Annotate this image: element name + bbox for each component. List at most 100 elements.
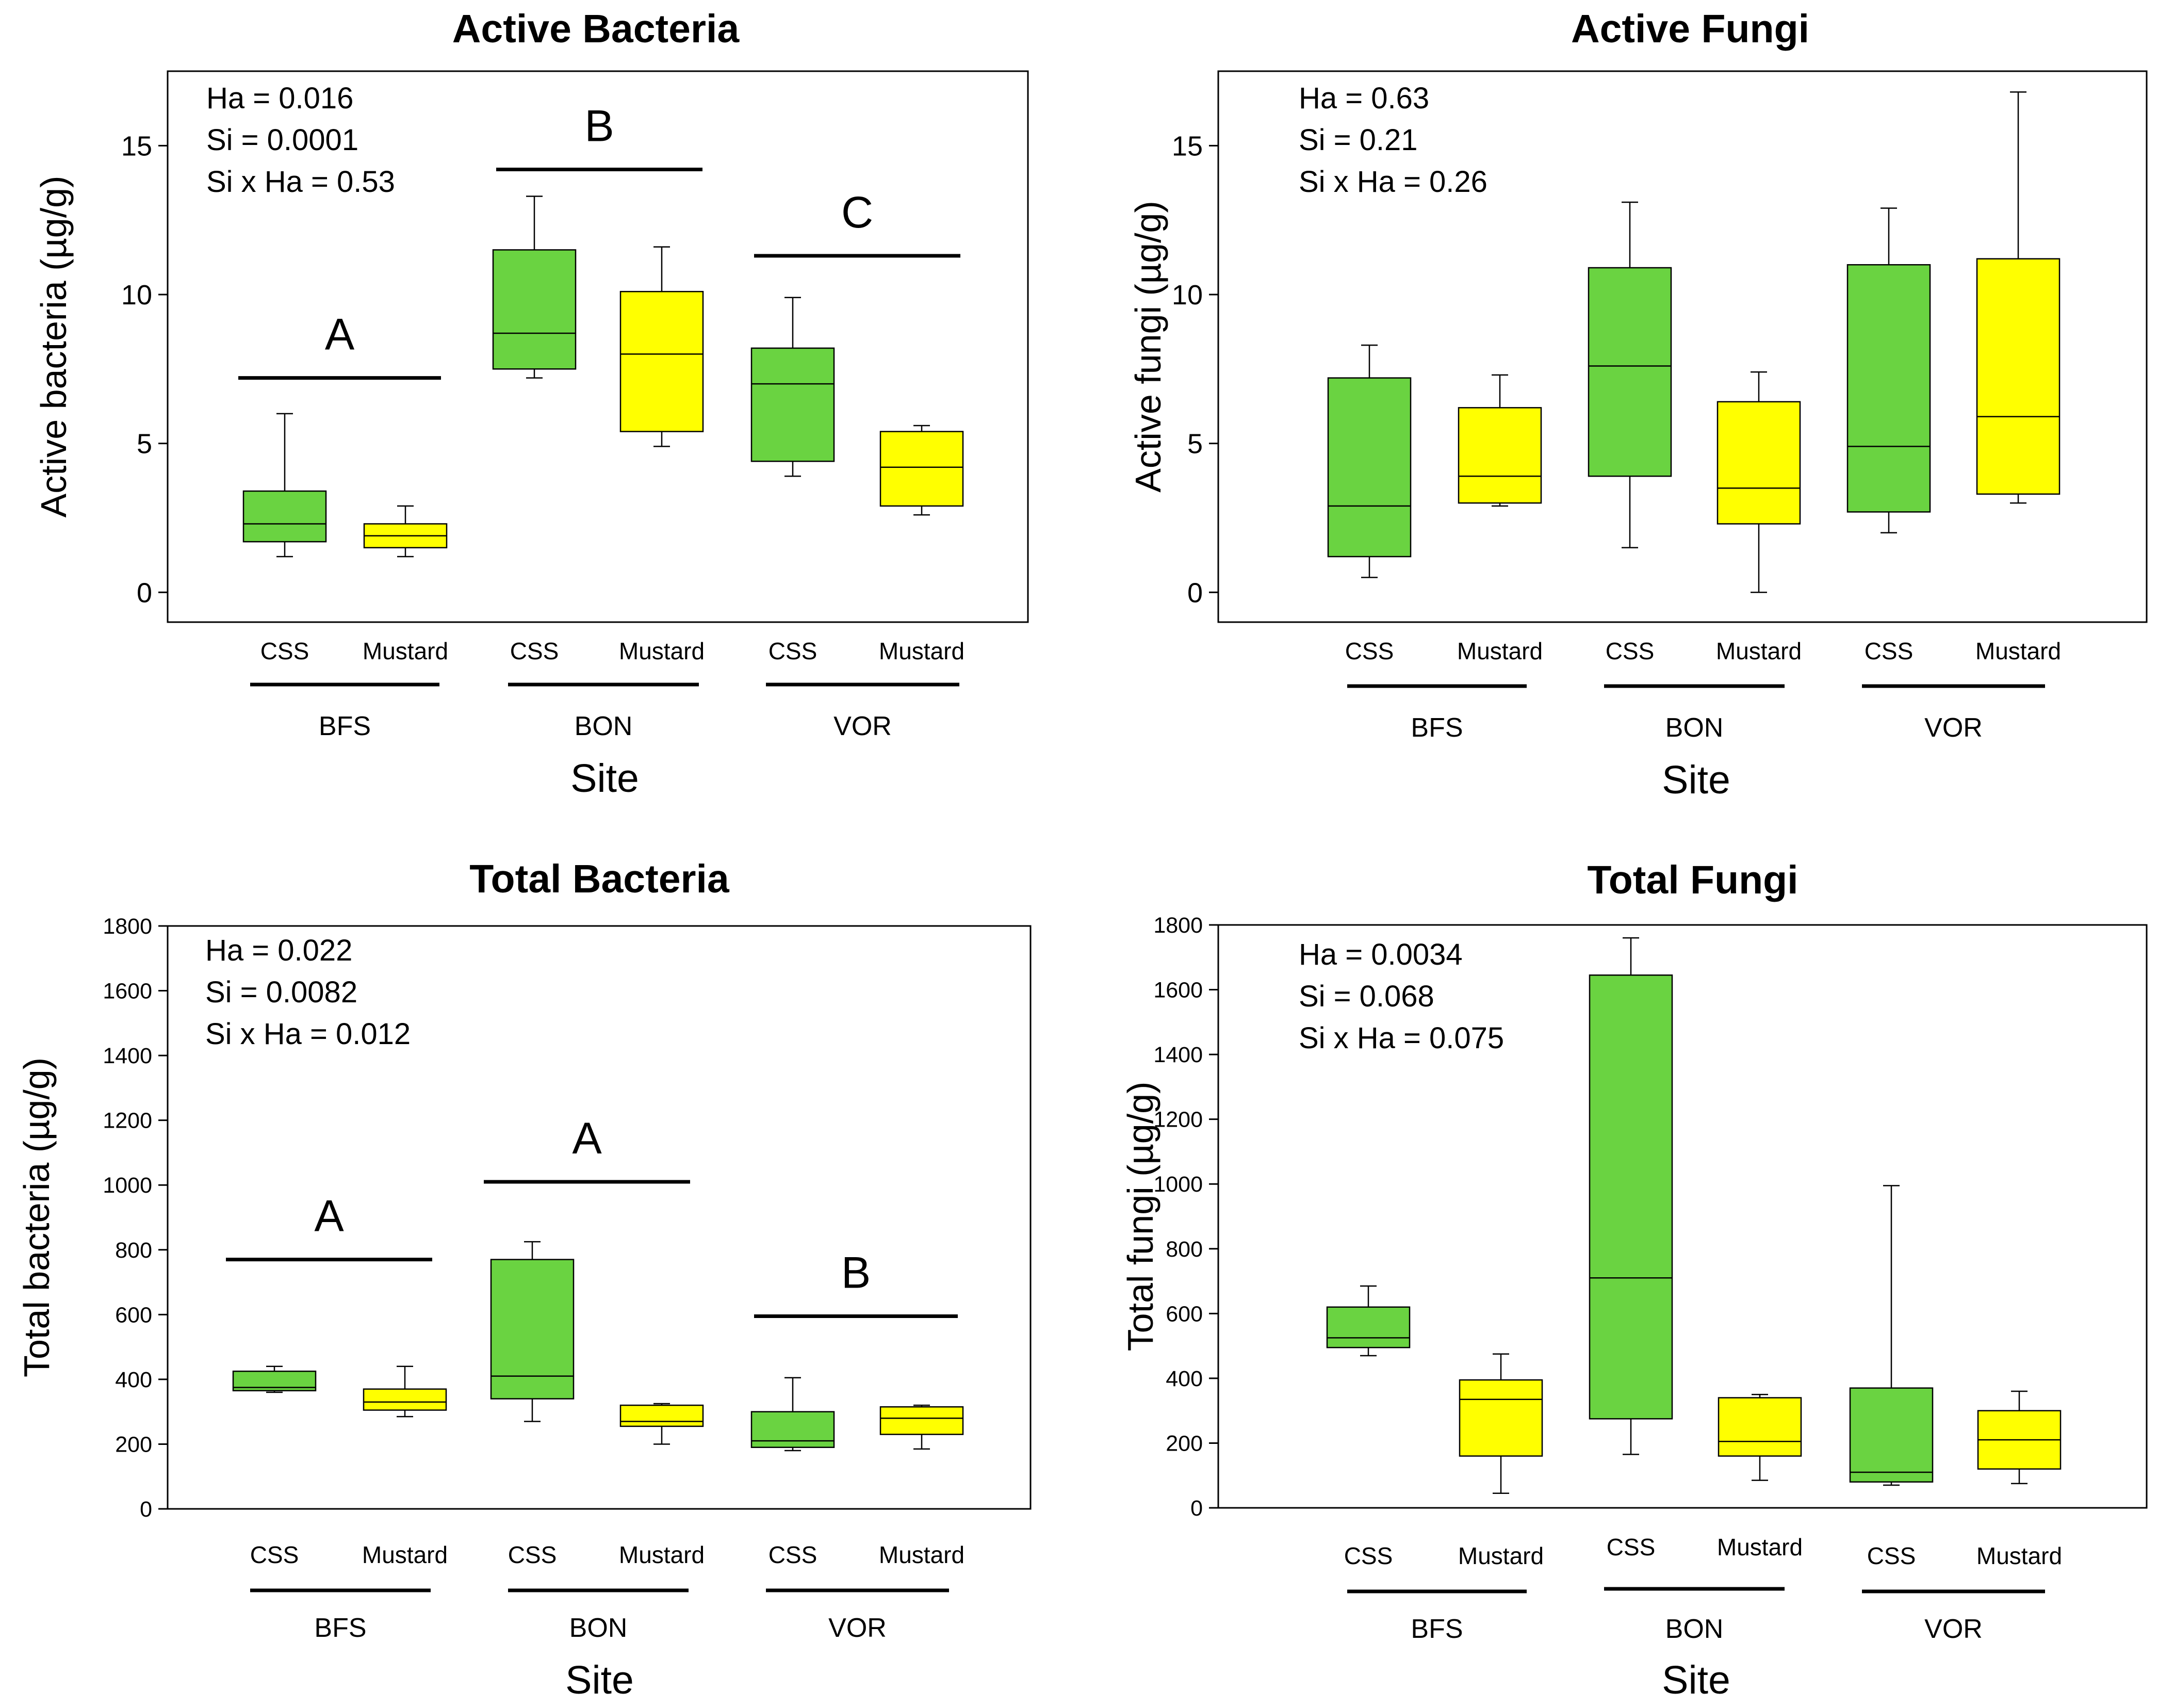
x-category-label: CSS [1867, 1542, 1916, 1569]
box-bon-css [490, 1241, 575, 1422]
group-label-bfs: BFS [314, 1613, 366, 1643]
box-bfs-mustard [1459, 1353, 1543, 1494]
y-tick-label: 1400 [103, 1044, 152, 1068]
y-tick-label: 1000 [103, 1173, 152, 1198]
group-label-bon: BON [1665, 1614, 1724, 1644]
x-axis-label: Site [1662, 758, 1730, 802]
box-bfs-mustard [363, 1365, 447, 1418]
box-bon-css [1589, 937, 1673, 1455]
stat-annotation: Si = 0.0001 [206, 123, 358, 157]
box-bfs-css [232, 1365, 317, 1393]
box-vor-mustard [1976, 91, 2061, 504]
x-category-label: CSS [1606, 638, 1655, 664]
y-tick-label: 15 [121, 131, 152, 161]
y-tick-label: 0 [1190, 1496, 1203, 1521]
x-category-label: CSS [508, 1541, 557, 1568]
significance-letter: C [841, 188, 873, 237]
group-label-vor: VOR [1924, 713, 1983, 743]
significance-letter: B [841, 1248, 871, 1297]
x-category-label: Mustard [879, 1541, 964, 1568]
y-tick-label: 15 [1172, 131, 1203, 161]
y-axis-label: Total fungi (µg/g) [1120, 1082, 1160, 1352]
plot-frame [167, 925, 1032, 1510]
group-label-vor: VOR [1924, 1614, 1983, 1644]
plot-frame [167, 70, 1029, 623]
box-bon-mustard [619, 1403, 704, 1445]
iqr-box [492, 249, 577, 370]
significance-letter: A [325, 310, 355, 360]
stat-annotation: Si x Ha = 0.012 [205, 1017, 411, 1051]
iqr-box [1459, 1379, 1543, 1457]
x-category-label: Mustard [879, 638, 964, 664]
box-vor-mustard [1977, 1390, 2062, 1485]
box-vor-css [750, 1377, 835, 1452]
x-axis-label: Site [570, 756, 639, 801]
chart-title: Active Fungi [1571, 7, 1809, 51]
stat-annotation: Ha = 0.022 [205, 934, 352, 967]
iqr-box [490, 1259, 575, 1400]
iqr-box [1718, 1397, 1802, 1457]
x-category-label: CSS [1344, 1542, 1393, 1569]
box-bfs-css [1327, 344, 1412, 578]
stat-annotation: Si x Ha = 0.075 [1299, 1021, 1504, 1055]
y-tick-label: 1800 [1153, 913, 1203, 938]
chart-panel-total-fungi: Total Fungi 0 200 400 600 800 1000 1200 1400 1600… [1120, 858, 2148, 1702]
significance-letter: A [314, 1192, 344, 1241]
iqr-box [1326, 1306, 1411, 1348]
iqr-box [619, 290, 704, 432]
box-bon-mustard [1718, 1394, 1802, 1481]
y-tick-label: 10 [1172, 280, 1203, 311]
y-tick-label: 600 [1166, 1302, 1203, 1326]
x-category-label: CSS [1865, 638, 1914, 664]
box-bfs-mustard [1458, 374, 1542, 507]
box-bon-css [492, 196, 577, 379]
y-tick-label: 1200 [1153, 1108, 1203, 1132]
stat-annotation: Si = 0.21 [1299, 123, 1418, 157]
chart-panel-active-fungi: Active Fungi 0 5 10 15 Active fungi (µg/g) CSS… [1128, 7, 2148, 802]
group-label-bfs: BFS [1411, 1614, 1463, 1644]
chart-panel-active-bacteria: Active Bacteria 0 5 10 15 Active bacteria (µg… [34, 7, 1029, 801]
iqr-box [1849, 1387, 1934, 1483]
iqr-box [1846, 264, 1931, 513]
x-category-label: Mustard [1716, 638, 1802, 664]
x-category-label: CSS [769, 638, 818, 664]
x-category-label: Mustard [619, 638, 705, 664]
stat-annotation: Ha = 0.0034 [1299, 938, 1463, 971]
x-category-label: CSS [250, 1541, 299, 1568]
group-label-bon: BON [575, 711, 633, 741]
stat-annotation: Si x Ha = 0.53 [206, 165, 395, 199]
box-bfs-css [1326, 1285, 1411, 1357]
y-tick-label: 200 [1166, 1431, 1203, 1456]
x-category-label: Mustard [1458, 1542, 1544, 1569]
plot-frame [1217, 924, 2148, 1509]
y-tick-label: 200 [115, 1432, 152, 1457]
iqr-box [750, 1411, 835, 1448]
y-tick-label: 1600 [1153, 978, 1203, 1003]
x-axis-label: Site [1662, 1658, 1730, 1702]
group-label-bfs: BFS [1411, 713, 1463, 743]
box-vor-css [1846, 207, 1931, 534]
y-tick-label: 5 [1187, 429, 1203, 460]
significance-letter: A [572, 1114, 602, 1163]
y-tick-label: 0 [140, 1497, 152, 1522]
y-tick-label: 600 [115, 1303, 152, 1327]
y-tick-label: 1000 [1153, 1172, 1203, 1197]
y-axis-label: Active bacteria (µg/g) [34, 176, 74, 518]
group-label-vor: VOR [833, 711, 892, 741]
y-tick-label: 10 [121, 280, 152, 311]
group-label-bfs: BFS [319, 711, 371, 741]
x-category-label: Mustard [1975, 638, 2061, 664]
y-tick-label: 0 [137, 577, 152, 608]
box-bfs-mustard [363, 505, 448, 558]
stat-annotation: Si = 0.068 [1299, 980, 1434, 1013]
x-category-label: Mustard [619, 1541, 705, 1568]
iqr-box [242, 490, 327, 543]
iqr-box [1589, 974, 1673, 1420]
y-tick-label: 800 [1166, 1237, 1203, 1262]
x-category-label: CSS [260, 638, 309, 664]
y-tick-label: 0 [1187, 577, 1203, 608]
x-category-label: CSS [769, 1541, 818, 1568]
x-category-label: CSS [1607, 1534, 1656, 1560]
chart-title: Total Fungi [1587, 858, 1798, 902]
iqr-box [750, 347, 835, 462]
